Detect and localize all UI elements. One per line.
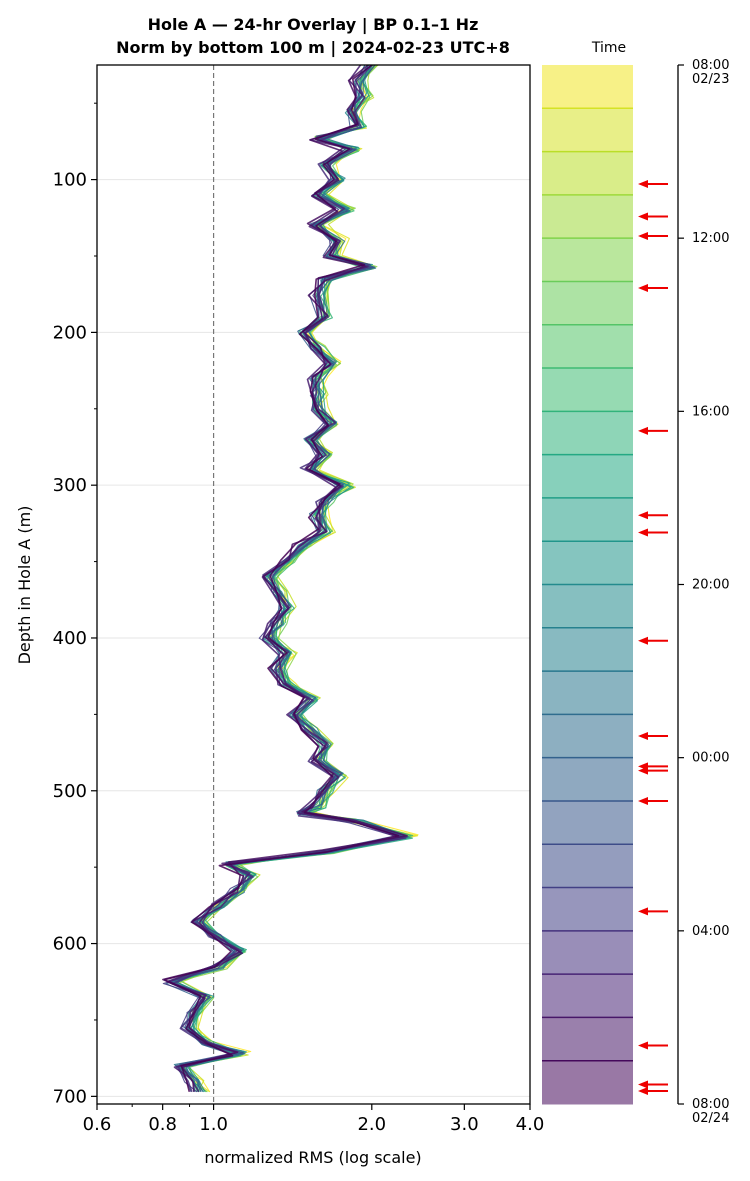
colorbar-band xyxy=(542,584,633,629)
event-arrow-head xyxy=(638,528,648,537)
colorbar-band xyxy=(542,757,633,802)
event-arrows xyxy=(638,180,668,1096)
x-tick-label: 0.6 xyxy=(83,1114,112,1135)
colorbar-band xyxy=(542,844,633,889)
colorbar-tick-label: 12:00 xyxy=(692,231,729,246)
colorbar-band xyxy=(542,108,633,153)
x-tick-label: 2.0 xyxy=(357,1114,386,1135)
plot-frame xyxy=(96,64,531,1105)
event-arrow-head xyxy=(638,907,648,916)
colorbar-tick-label: 00:00 xyxy=(692,751,729,766)
event-arrow-head xyxy=(638,232,648,241)
plot-area: 0.6 0.8 1.0 2.0 3.0 4.0 100 200 300 400 500 600 700 xyxy=(53,64,545,1135)
y-axis-label: Depth in Hole A (m) xyxy=(15,506,34,665)
event-arrow-head xyxy=(638,732,648,741)
colorbar-band xyxy=(542,1060,633,1105)
y-tick-label: 500 xyxy=(53,781,87,802)
colorbar-band xyxy=(542,930,633,975)
colorbar-bands xyxy=(542,65,633,1105)
x-axis-label: normalized RMS (log scale) xyxy=(204,1148,421,1167)
colorbar-band xyxy=(542,627,633,672)
chart-subtitle: Norm by bottom 100 m | 2024-02-23 UTC+8 xyxy=(116,38,510,58)
colorbar-band xyxy=(542,238,633,282)
event-arrow-head xyxy=(638,796,648,805)
colorbar-band xyxy=(542,497,633,542)
colorbar-tick-label: 04:00 xyxy=(692,924,729,939)
event-arrow-head xyxy=(638,1080,648,1089)
plot-background xyxy=(97,65,530,1104)
colorbar-tick-date: 02/23 xyxy=(692,72,729,87)
colorbar: 08:0002/2312:0016:0020:0000:0004:0008:00… xyxy=(542,40,729,1126)
x-tick-label: 0.8 xyxy=(148,1114,177,1135)
colorbar-band xyxy=(542,151,633,196)
colorbar-band xyxy=(542,368,633,412)
colorbar-band xyxy=(542,974,633,1018)
y-tick-label: 600 xyxy=(53,934,87,955)
y-tick-label: 200 xyxy=(53,322,87,343)
colorbar-band xyxy=(542,454,633,499)
event-arrow-head xyxy=(638,511,648,520)
chart-title: Hole A — 24-hr Overlay | BP 0.1–1 Hz xyxy=(148,15,479,35)
colorbar-tick-date: 02/24 xyxy=(692,1111,729,1126)
y-axis-ticks: 100 200 300 400 500 600 700 xyxy=(53,102,97,1107)
rms-trace xyxy=(163,65,400,1092)
x-tick-label: 4.0 xyxy=(516,1114,545,1135)
colorbar-title: Time xyxy=(591,40,626,56)
colorbar-band xyxy=(542,281,633,326)
colorbar-band xyxy=(542,714,633,759)
y-tick-label: 700 xyxy=(53,1086,87,1107)
y-tick-label: 100 xyxy=(53,170,87,191)
event-arrow-head xyxy=(638,766,648,775)
y-gridlines xyxy=(97,179,530,1097)
rms-traces xyxy=(162,65,419,1093)
colorbar-tick-label: 08:00 xyxy=(692,1097,729,1112)
colorbar-tick-label: 16:00 xyxy=(692,404,729,419)
event-arrow-head xyxy=(638,212,648,221)
event-arrow-head xyxy=(638,1087,648,1096)
colorbar-band xyxy=(542,324,633,369)
event-arrow-head xyxy=(638,283,648,292)
y-tick-label: 300 xyxy=(53,475,87,496)
colorbar-band xyxy=(542,1017,633,1062)
colorbar-ticks: 08:0002/2312:0016:0020:0000:0004:0008:00… xyxy=(678,58,729,1126)
colorbar-band xyxy=(542,194,633,239)
colorbar-band xyxy=(542,411,633,456)
x-axis-ticks: 0.6 0.8 1.0 2.0 3.0 4.0 xyxy=(83,1104,545,1135)
colorbar-tick-label: 20:00 xyxy=(692,578,729,593)
event-arrow-head xyxy=(638,1041,648,1050)
colorbar-band xyxy=(542,671,633,715)
colorbar-band xyxy=(542,887,633,932)
event-arrow-head xyxy=(638,636,648,645)
colorbar-tick-label: 08:00 xyxy=(692,58,729,73)
colorbar-band xyxy=(542,65,633,109)
colorbar-band xyxy=(542,541,633,585)
colorbar-band xyxy=(542,800,633,845)
y-tick-label: 400 xyxy=(53,628,87,649)
x-tick-label: 3.0 xyxy=(450,1114,479,1135)
event-arrow-head xyxy=(638,426,648,435)
event-arrow-head xyxy=(638,180,648,189)
x-tick-label: 1.0 xyxy=(199,1114,228,1135)
